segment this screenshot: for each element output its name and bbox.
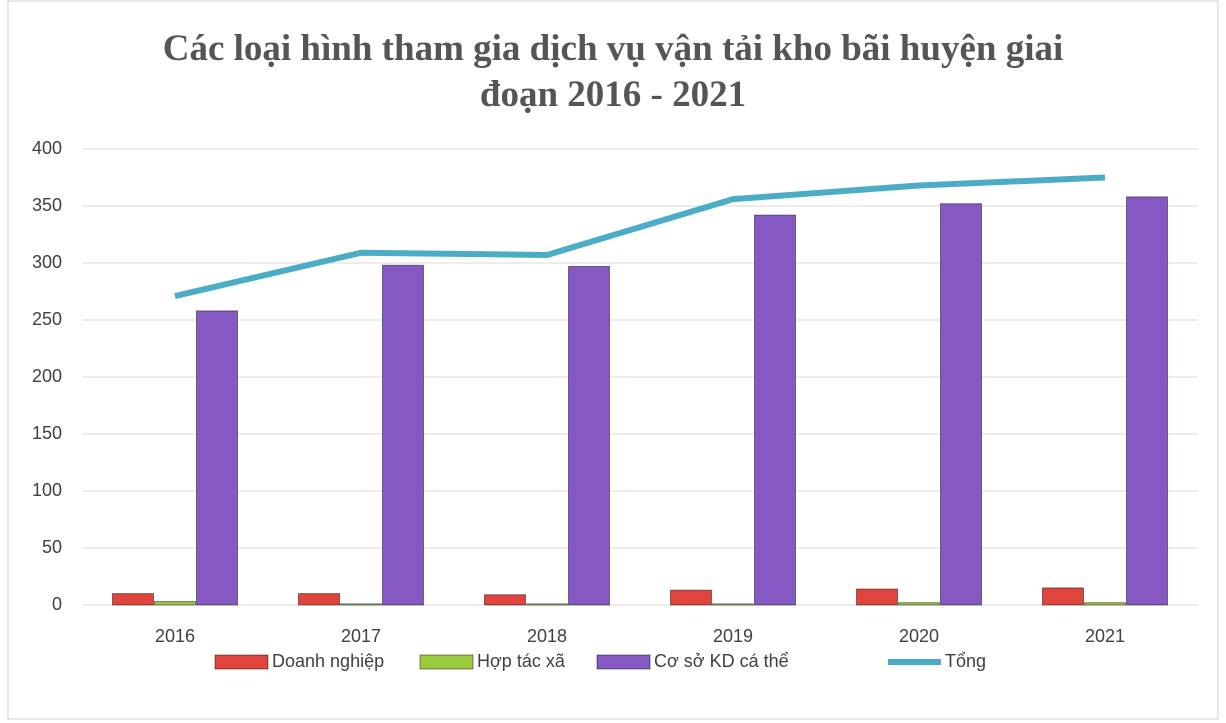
bar xyxy=(112,593,154,606)
bar xyxy=(382,264,424,606)
legend-swatch xyxy=(214,654,269,670)
x-tick-label: 2020 xyxy=(899,626,939,646)
bar xyxy=(712,603,754,606)
x-tick-label: 2019 xyxy=(713,626,753,646)
x-tick-label: 2017 xyxy=(341,626,381,646)
chart-title: Các loại hình tham gia dịch vụ vận tải k… xyxy=(162,28,1064,115)
bar xyxy=(754,214,796,606)
legend-label: Cơ sở KD cá thể xyxy=(654,651,789,671)
legend-label: Hợp tác xã xyxy=(477,651,566,671)
bar xyxy=(526,603,568,606)
bar xyxy=(340,603,382,606)
y-tick-label: 100 xyxy=(32,480,62,500)
legend-label: Doanh nghiệp xyxy=(272,651,384,671)
x-tick-label: 2016 xyxy=(155,626,195,646)
bar xyxy=(940,203,982,606)
bar xyxy=(154,601,196,606)
y-tick-label: 350 xyxy=(32,195,62,215)
bar xyxy=(298,593,340,606)
bar xyxy=(1126,196,1168,606)
y-tick-label: 400 xyxy=(32,138,62,158)
x-tick-label: 2021 xyxy=(1085,626,1125,646)
y-tick-label: 0 xyxy=(52,594,62,614)
y-tick-label: 150 xyxy=(32,423,62,443)
chart-border xyxy=(7,0,1219,720)
bar xyxy=(484,594,526,606)
legend-swatch xyxy=(419,654,474,670)
y-tick-label: 250 xyxy=(32,309,62,329)
y-tick-label: 200 xyxy=(32,366,62,386)
legend-swatch xyxy=(596,654,651,670)
y-tick-label: 50 xyxy=(42,537,62,557)
bar xyxy=(1042,587,1084,606)
y-tick-label: 300 xyxy=(32,252,62,272)
bar xyxy=(1084,602,1126,606)
x-tick-label: 2018 xyxy=(527,626,567,646)
legend-label: Tổng xyxy=(945,651,986,671)
bar xyxy=(856,588,898,606)
bar xyxy=(196,310,238,606)
line-series xyxy=(174,174,1106,299)
bar xyxy=(670,589,712,606)
bar xyxy=(898,602,940,606)
bar xyxy=(568,265,610,606)
